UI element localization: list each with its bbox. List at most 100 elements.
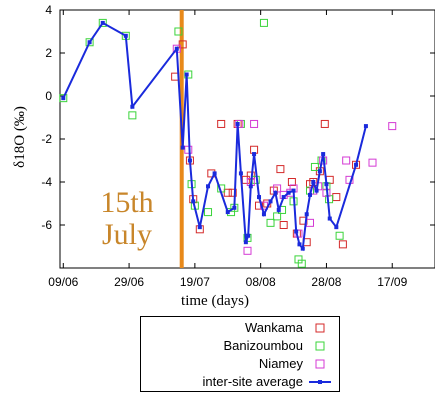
point-inter-site-average bbox=[130, 104, 135, 109]
point-wankama bbox=[338, 240, 347, 249]
x-tick-label: 08/08 bbox=[246, 275, 276, 289]
y-tick-label: -2 bbox=[41, 132, 52, 146]
point-inter-site-average bbox=[276, 207, 281, 212]
point-inter-site-average bbox=[243, 240, 248, 245]
point-banizoumbou bbox=[259, 18, 268, 27]
x-tick-label: 09/06 bbox=[48, 275, 78, 289]
y-tick-label: 0 bbox=[45, 89, 52, 103]
data-marks bbox=[59, 18, 397, 268]
point-niamey bbox=[342, 156, 351, 165]
point-inter-site-average bbox=[212, 171, 217, 176]
point-inter-site-average bbox=[248, 184, 253, 189]
point-inter-site-average bbox=[100, 20, 105, 25]
point-wankama bbox=[276, 165, 285, 174]
point-inter-site-average bbox=[291, 188, 296, 193]
point-banizoumbou bbox=[297, 259, 306, 268]
point-niamey bbox=[368, 158, 377, 167]
point-inter-site-average bbox=[180, 145, 185, 150]
point-wankama bbox=[217, 119, 226, 128]
legend-symbol-niamey bbox=[315, 359, 325, 369]
point-inter-site-average bbox=[317, 169, 322, 174]
y-tick-label: 4 bbox=[45, 3, 52, 17]
x-tick-label: 29/06 bbox=[114, 275, 144, 289]
y-tick-label: -4 bbox=[41, 175, 52, 189]
point-inter-site-average bbox=[273, 190, 278, 195]
legend-label-banizoumbou: Banizoumbou bbox=[223, 338, 304, 353]
point-banizoumbou bbox=[174, 27, 183, 36]
annotation-line-1: 15th bbox=[100, 186, 153, 219]
legend-symbol-average bbox=[309, 380, 331, 384]
point-inter-site-average bbox=[314, 188, 319, 193]
point-inter-site-average bbox=[261, 212, 266, 217]
x-tick-label: 28/08 bbox=[311, 275, 341, 289]
point-inter-site-average bbox=[308, 192, 312, 197]
point-inter-site-average bbox=[304, 212, 309, 217]
point-niamey bbox=[388, 122, 397, 131]
point-inter-site-average bbox=[87, 40, 92, 45]
point-banizoumbou bbox=[335, 231, 344, 240]
point-banizoumbou bbox=[85, 38, 94, 47]
point-inter-site-average bbox=[281, 195, 286, 200]
legend-label-average: inter-site average bbox=[202, 374, 303, 389]
point-wankama bbox=[279, 221, 288, 229]
point-inter-site-average bbox=[197, 225, 202, 230]
legend: Wankama Banizoumbou Niamey inter-site av… bbox=[140, 316, 340, 392]
point-wankama bbox=[223, 188, 232, 197]
point-banizoumbou bbox=[59, 94, 68, 103]
point-wankama bbox=[287, 178, 296, 186]
point-niamey bbox=[250, 119, 259, 128]
point-inter-site-average bbox=[206, 184, 211, 189]
point-banizoumbou bbox=[204, 208, 213, 217]
point-inter-site-average bbox=[246, 233, 251, 238]
y-axis-label: δ18O (‰) bbox=[12, 106, 28, 168]
legend-symbol-wankama bbox=[315, 323, 325, 333]
x-tick-label: 19/07 bbox=[180, 275, 210, 289]
point-inter-site-average bbox=[187, 158, 192, 163]
point-niamey bbox=[184, 145, 193, 154]
point-niamey bbox=[306, 218, 314, 227]
point-banizoumbou bbox=[310, 162, 319, 171]
point-inter-site-average bbox=[334, 225, 339, 230]
point-inter-site-average bbox=[123, 33, 128, 38]
point-inter-site-average bbox=[297, 242, 302, 247]
point-wankama bbox=[320, 119, 329, 128]
y-tick-label: 2 bbox=[45, 46, 52, 60]
point-banizoumbou bbox=[128, 111, 137, 120]
point-inter-site-average bbox=[324, 182, 329, 187]
point-inter-site-average bbox=[191, 199, 196, 204]
point-inter-site-average bbox=[311, 180, 316, 184]
point-inter-site-average bbox=[300, 246, 305, 251]
point-inter-site-average bbox=[294, 229, 299, 234]
annotation-line-2: July bbox=[102, 218, 152, 251]
point-inter-site-average bbox=[252, 152, 257, 157]
point-inter-site-average bbox=[327, 216, 332, 221]
point-inter-site-average bbox=[174, 46, 179, 51]
point-inter-site-average bbox=[232, 205, 237, 210]
point-inter-site-average bbox=[363, 124, 368, 129]
point-niamey bbox=[243, 246, 252, 255]
point-inter-site-average bbox=[268, 199, 273, 204]
point-inter-site-average bbox=[286, 190, 291, 195]
point-wankama bbox=[228, 188, 237, 197]
point-inter-site-average bbox=[238, 171, 243, 176]
point-inter-site-average bbox=[257, 195, 262, 200]
legend-symbol-banizoumbou bbox=[315, 341, 325, 351]
axis-ticks: -6 -4 -2 0 2 4 09/06 29/06 19/07 08/08 28/08 17/09 bbox=[41, 3, 435, 289]
x-tick-label: 17/09 bbox=[377, 275, 407, 289]
x-axis-label: time (days) bbox=[181, 293, 249, 309]
point-wankama bbox=[332, 193, 341, 202]
point-banizoumbou bbox=[266, 218, 275, 227]
point-inter-site-average bbox=[61, 96, 66, 101]
point-banizoumbou bbox=[98, 18, 107, 27]
legend-label-niamey: Niamey bbox=[258, 356, 303, 371]
legend-label-wankama: Wankama bbox=[244, 320, 303, 335]
point-wankama bbox=[241, 175, 250, 184]
point-inter-site-average bbox=[321, 152, 326, 157]
point-inter-site-average bbox=[235, 121, 240, 126]
point-wankama bbox=[178, 40, 187, 49]
point-inter-site-average bbox=[184, 72, 189, 77]
point-inter-site-average bbox=[354, 162, 359, 167]
y-tick-label: -6 bbox=[41, 218, 52, 232]
point-inter-site-average bbox=[225, 210, 230, 215]
